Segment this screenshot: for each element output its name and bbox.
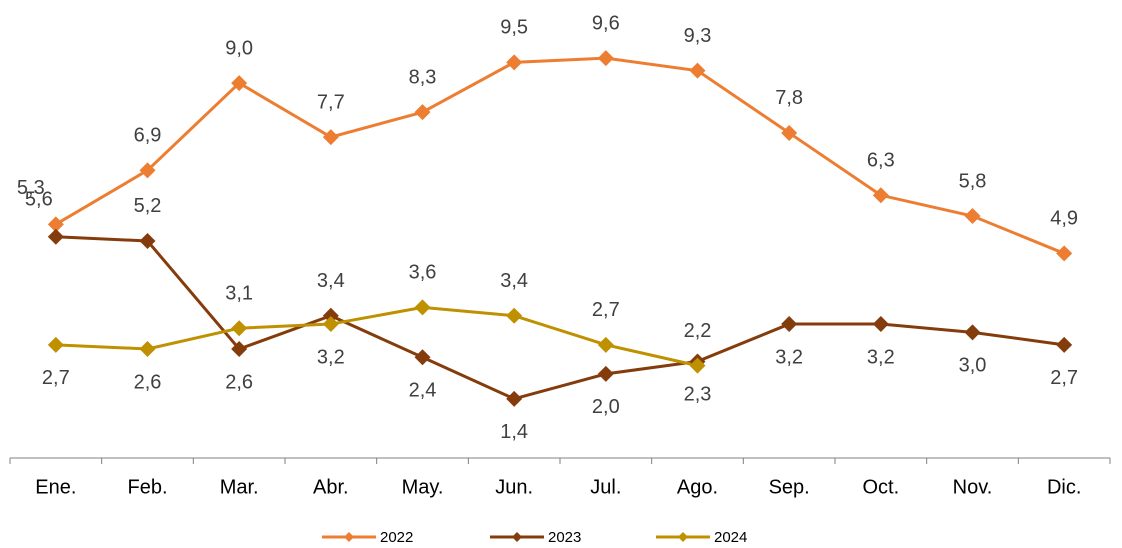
x-tick-label: Oct. [862,476,899,498]
data-label: 9,3 [684,25,712,47]
data-label: 3,2 [775,346,803,368]
point [597,50,614,67]
x-tick-label: Mar. [220,476,259,498]
data-label: 9,6 [592,12,620,34]
point [1056,336,1073,353]
data-label: 3,2 [867,346,895,368]
data-label: 6,9 [134,125,162,147]
point [964,208,981,225]
point [872,187,889,204]
data-label: 8,3 [409,66,437,88]
point [231,320,248,337]
series-line [55,235,1065,401]
data-label: 2,0 [592,396,620,418]
point [322,307,339,324]
data-label: 2,7 [1050,367,1078,389]
data-label: 3,4 [317,270,345,292]
point [597,365,614,382]
point [139,232,156,249]
x-tick-label: Abr. [313,476,349,498]
point [231,75,248,92]
data-label: 3,6 [409,262,437,284]
data-label: 2,4 [409,380,437,402]
point [597,336,614,353]
point [781,124,798,141]
data-label: 7,7 [317,91,345,113]
data-label: 2,7 [592,299,620,321]
point [414,104,431,121]
series-line [55,305,698,368]
x-tick-label: Feb. [127,476,167,498]
point [506,390,523,407]
data-label: 6,3 [867,150,895,172]
legend-label: 2022 [380,529,413,546]
data-label: 9,0 [225,37,253,59]
x-tick-label: Sep. [769,476,810,498]
legend-marker [344,532,354,542]
x-tick-label: Dic. [1047,476,1081,498]
point [689,62,706,79]
series-line [55,56,1065,255]
data-label: 2,6 [134,371,162,393]
data-label: 4,9 [1050,208,1078,230]
legend-marker [678,532,688,542]
x-tick-label: Jul. [590,476,621,498]
data-label: 5,8 [959,170,987,192]
data-label: 9,5 [500,17,528,39]
data-label: 7,8 [775,87,803,109]
x-tick-label: Nov. [953,476,993,498]
point [322,129,339,146]
point [964,324,981,341]
point [47,228,64,245]
data-label: 2,2 [684,320,712,342]
point [414,299,431,316]
x-tick-label: May. [402,476,444,498]
x-tick-label: Ago. [677,476,718,498]
point [47,336,64,353]
data-label: 2,6 [225,371,253,393]
data-label: 3,0 [959,355,987,377]
legend-label: 2024 [714,529,747,546]
data-label: 5,2 [134,195,162,217]
point [872,316,889,333]
point [414,349,431,366]
point [506,307,523,324]
point [781,316,798,333]
data-label: 2,3 [684,384,712,406]
legend-label: 2023 [548,529,581,546]
point [322,316,339,333]
point [1056,245,1073,262]
point [47,216,64,233]
data-label: 5,6 [25,189,53,211]
x-tick-label: Jun. [495,476,533,498]
legend-marker [512,532,522,542]
data-label: 1,4 [500,421,528,443]
data-label: 3,4 [500,270,528,292]
point [506,54,523,71]
data-label: 3,1 [225,282,253,304]
point [139,340,156,357]
point [139,162,156,179]
data-label: 2,7 [42,367,70,389]
data-label: 3,2 [317,346,345,368]
x-tick-label: Ene. [35,476,76,498]
point [689,357,706,374]
data-label: 5,3 [17,177,45,199]
point [231,340,248,357]
